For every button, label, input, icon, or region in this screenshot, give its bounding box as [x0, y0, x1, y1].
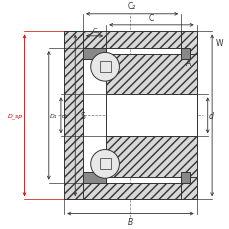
Text: C₂: C₂	[127, 3, 136, 11]
Text: S: S	[80, 111, 85, 120]
Polygon shape	[180, 32, 196, 199]
Polygon shape	[106, 54, 196, 95]
Polygon shape	[83, 49, 106, 60]
Text: D_sp: D_sp	[8, 113, 23, 119]
Polygon shape	[189, 95, 196, 137]
Polygon shape	[64, 32, 83, 199]
Polygon shape	[83, 183, 180, 199]
Circle shape	[90, 150, 119, 178]
Text: A: A	[185, 53, 190, 67]
Polygon shape	[106, 95, 196, 137]
Bar	[99, 159, 110, 170]
Polygon shape	[83, 32, 180, 49]
Circle shape	[90, 53, 119, 82]
Polygon shape	[106, 137, 196, 177]
Text: W: W	[215, 39, 222, 48]
Text: C: C	[148, 14, 153, 22]
Text: Cₐ: Cₐ	[93, 28, 100, 34]
Text: B: B	[127, 217, 133, 226]
Polygon shape	[180, 49, 189, 60]
Polygon shape	[180, 172, 189, 183]
Text: D₁: D₁	[49, 113, 57, 118]
Bar	[99, 62, 110, 73]
Text: d₁: d₁	[61, 113, 68, 118]
Text: d: d	[208, 111, 213, 120]
Polygon shape	[83, 172, 106, 183]
